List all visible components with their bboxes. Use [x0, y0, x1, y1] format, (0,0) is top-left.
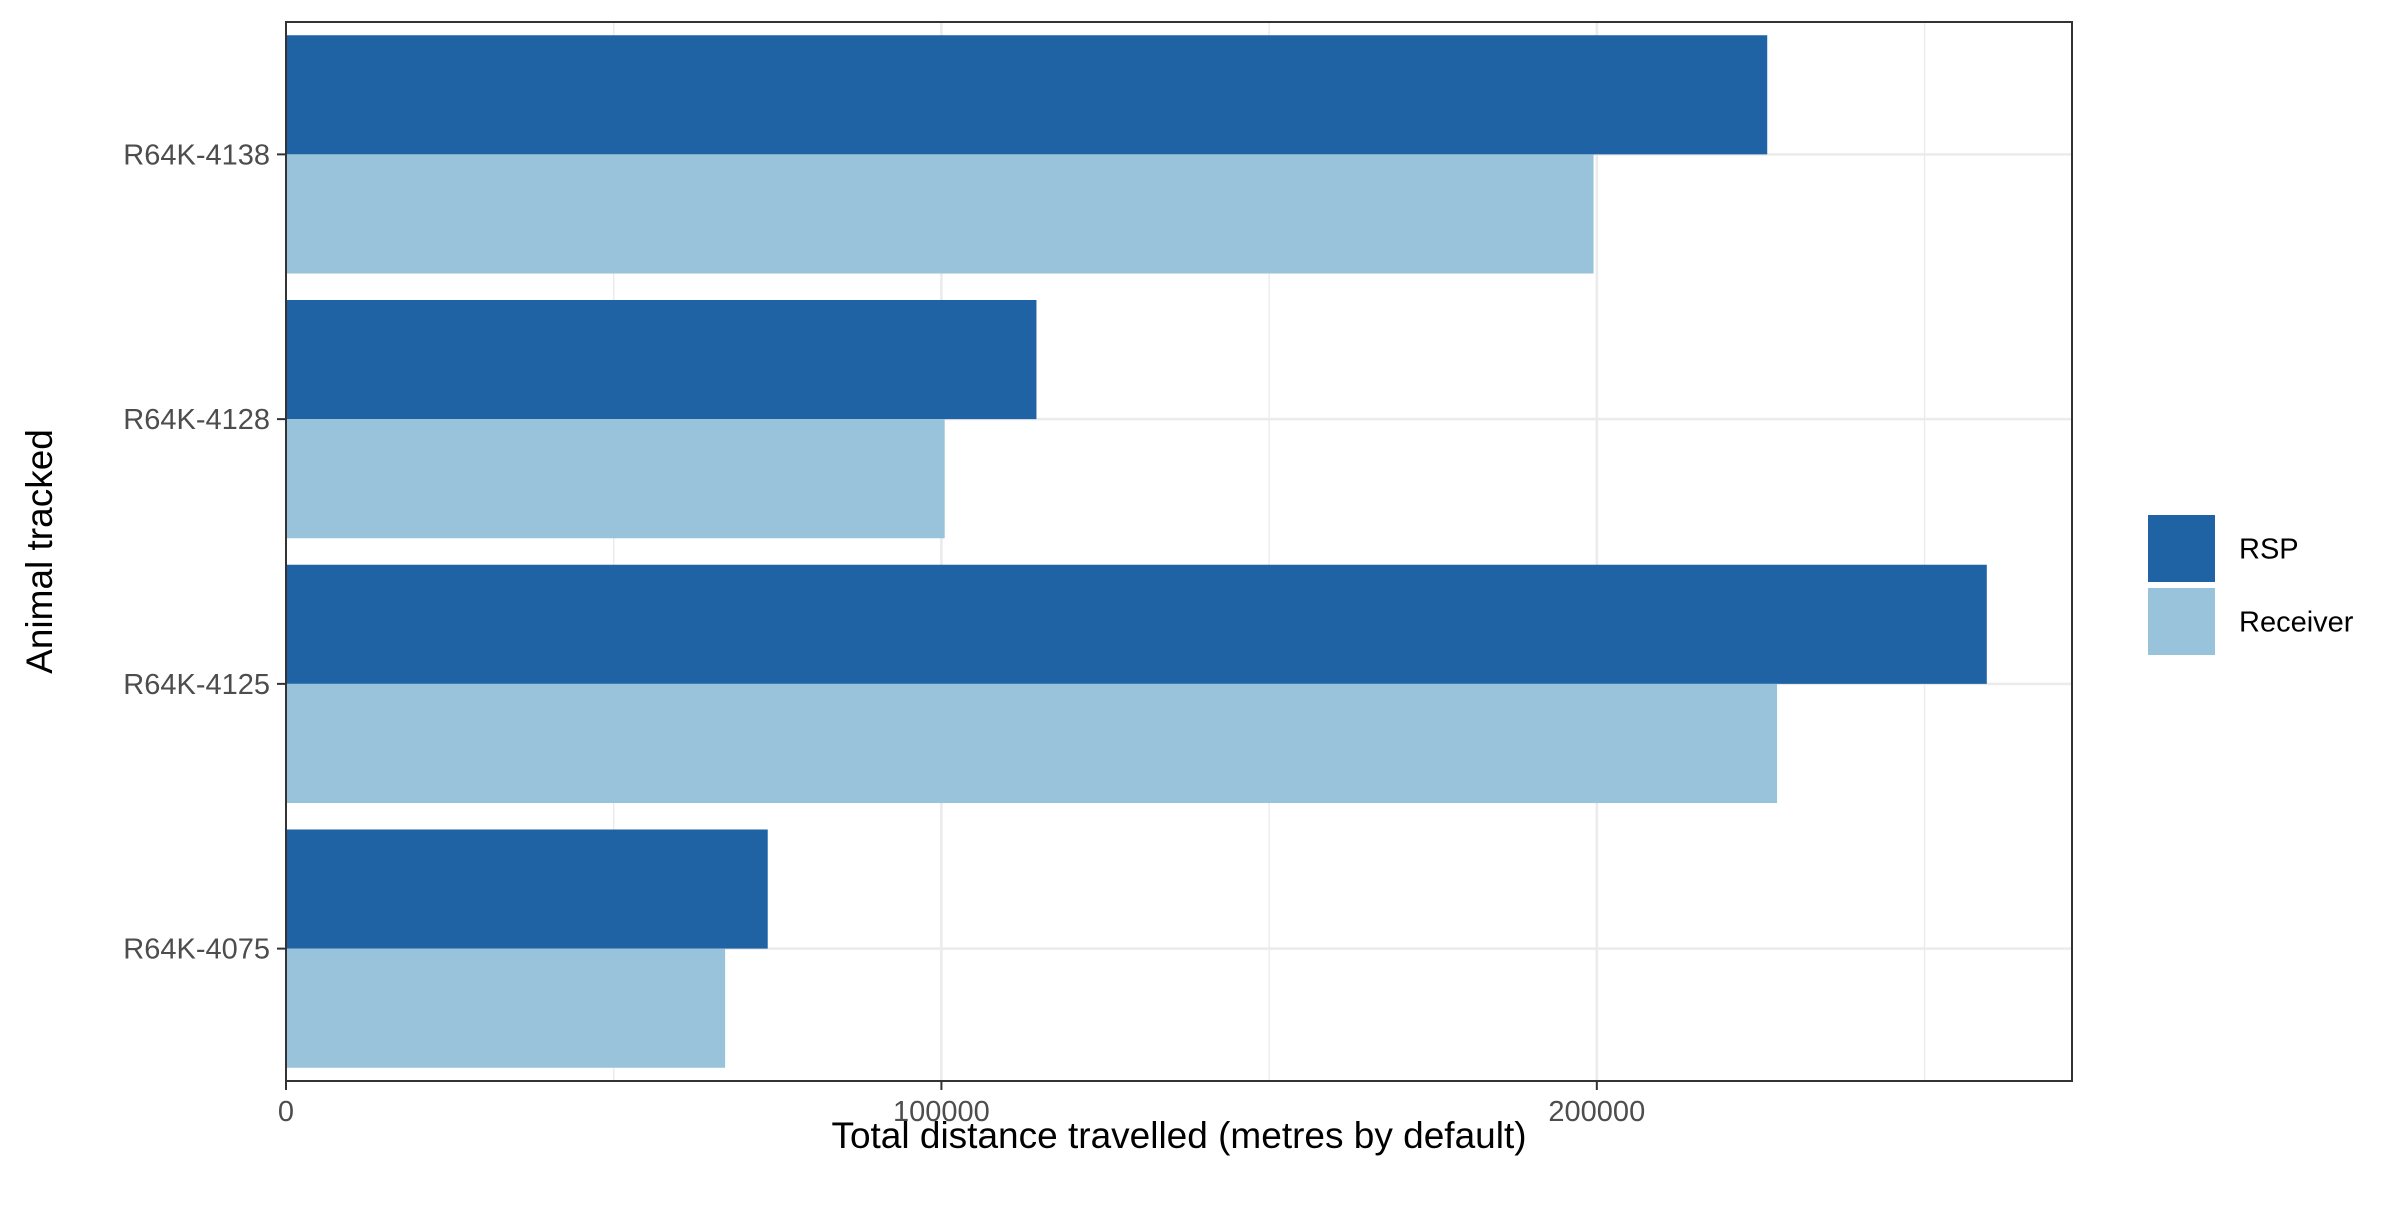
- bar-rsp-r64k-4125: [286, 564, 1987, 684]
- y-tick-label: R64K-4138: [123, 139, 270, 171]
- legend-key-receiver: [2148, 588, 2215, 655]
- bar-rsp-r64k-4138: [286, 35, 1768, 155]
- legend-label-rsp: RSP: [2239, 534, 2299, 566]
- legend-label-receiver: Receiver: [2239, 607, 2354, 639]
- bar-receiver-r64k-4125: [286, 683, 1778, 804]
- y-tick-label: R64K-4075: [123, 934, 270, 966]
- legend-key-rsp: [2148, 515, 2215, 582]
- y-tick-label: R64K-4125: [123, 669, 270, 701]
- bar-rsp-r64k-4075: [286, 829, 768, 949]
- x-tick-label: 200000: [1548, 1096, 1645, 1128]
- bar-receiver-r64k-4128: [286, 419, 945, 539]
- legend: RSP Receiver: [2148, 515, 2354, 655]
- bar-receiver-r64k-4075: [286, 948, 726, 1068]
- bars: [286, 35, 1987, 1068]
- x-tick-label: 100000: [893, 1096, 990, 1128]
- y-axis-title: Animal tracked: [19, 429, 60, 674]
- bar-receiver-r64k-4138: [286, 154, 1594, 274]
- axes: R64K-4138 R64K-4128 R64K-4125 R64K-4075 0 100…: [123, 139, 1645, 1128]
- x-tick-label: 0: [278, 1096, 294, 1128]
- plot-panel-border: [285, 21, 2073, 1082]
- y-tick-label: R64K-4128: [123, 404, 270, 436]
- x-axis-title: Total distance travelled (metres by defa…: [831, 1115, 1526, 1156]
- bar-rsp-r64k-4128: [286, 299, 1037, 420]
